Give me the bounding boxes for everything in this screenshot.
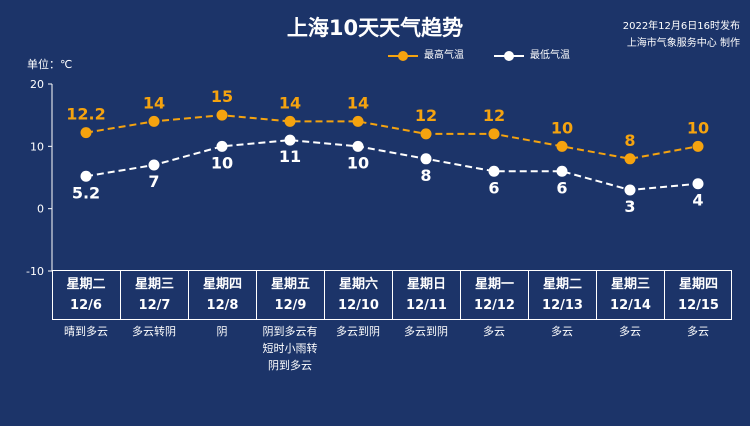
day-weekday: 星期五 bbox=[270, 277, 310, 292]
day-weather: 多云 bbox=[483, 325, 505, 338]
day-weekday: 星期四 bbox=[678, 277, 718, 292]
high-temp-label: 14 bbox=[279, 93, 301, 112]
low-temp-point bbox=[420, 153, 432, 165]
high-temp-point bbox=[352, 115, 364, 127]
legend-high-dot bbox=[398, 51, 408, 61]
high-temp-point bbox=[692, 140, 704, 152]
day-column: 星期一 12/12 bbox=[460, 271, 528, 319]
day-weather: 多云到阴 bbox=[336, 325, 380, 338]
low-temp-point bbox=[80, 170, 92, 182]
day-weekday: 星期六 bbox=[338, 277, 378, 292]
day-weekday: 星期三 bbox=[134, 277, 174, 292]
low-temp-label: 3 bbox=[624, 197, 635, 216]
day-weather: 阴到多云有 短时小雨转 阴到多云 bbox=[262, 325, 318, 372]
day-weekday: 星期一 bbox=[474, 277, 514, 292]
legend-low-label: 最低气温 bbox=[530, 50, 570, 61]
day-column: 星期四 12/8 bbox=[188, 271, 256, 319]
day-weekday: 星期四 bbox=[202, 277, 242, 292]
low-temp-label: 8 bbox=[420, 166, 431, 185]
high-temp-point bbox=[624, 153, 636, 165]
day-column: 星期三 12/14 bbox=[596, 271, 664, 319]
low-temp-point bbox=[556, 165, 568, 177]
high-temp-point bbox=[216, 109, 228, 121]
day-date: 12/7 bbox=[138, 298, 171, 313]
day-weekday: 星期日 bbox=[406, 277, 446, 292]
day-date: 12/11 bbox=[406, 298, 447, 313]
high-temp-label: 12 bbox=[483, 106, 505, 125]
low-temp-label: 10 bbox=[347, 153, 369, 172]
day-date: 12/13 bbox=[542, 298, 583, 313]
day-weather: 多云 bbox=[619, 325, 641, 338]
day-weekday: 星期三 bbox=[610, 277, 650, 292]
high-temp-point bbox=[284, 115, 296, 127]
publish-info: 2022年12月6日16时发布 上海市气象服务中心 制作 bbox=[623, 18, 740, 52]
y-tick-label: 0 bbox=[37, 203, 44, 216]
high-temp-label: 10 bbox=[687, 118, 709, 137]
publish-time: 2022年12月6日16时发布 bbox=[622, 21, 740, 32]
high-temp-label: 15 bbox=[211, 87, 233, 106]
chart-title: 上海10天天气趋势 bbox=[286, 16, 464, 40]
legend-low-dot bbox=[504, 51, 514, 61]
high-temp-point bbox=[420, 128, 432, 140]
high-temp-label: 14 bbox=[143, 93, 165, 112]
day-date: 12/8 bbox=[206, 298, 239, 313]
low-temp-label: 7 bbox=[148, 172, 159, 191]
low-temp-label: 11 bbox=[279, 147, 301, 166]
day-weather: 多云转阴 bbox=[132, 325, 176, 338]
high-temp-point bbox=[556, 140, 568, 152]
day-weather: 多云到阴 bbox=[404, 325, 448, 338]
low-temp-label: 6 bbox=[556, 178, 567, 197]
high-temp-label: 12 bbox=[415, 106, 437, 125]
day-date: 12/15 bbox=[678, 298, 719, 313]
day-date: 12/12 bbox=[474, 298, 515, 313]
date-table: 星期二 12/6 星期三 12/7 星期四 12/8 星期五 12/9 星期六 12/10 星期日 1… bbox=[52, 270, 732, 320]
high-temp-label: 8 bbox=[624, 131, 635, 150]
day-column: 星期二 12/13 bbox=[528, 271, 596, 319]
y-tick-label: 20 bbox=[30, 78, 44, 91]
low-temp-label: 6 bbox=[488, 178, 499, 197]
low-temp-point bbox=[148, 159, 160, 171]
low-temp-point bbox=[488, 165, 500, 177]
day-weather: 晴到多云 bbox=[64, 325, 108, 338]
low-temp-label: 10 bbox=[211, 153, 233, 172]
unit-label: 单位：℃ bbox=[27, 58, 73, 71]
y-tick-label: 10 bbox=[30, 140, 44, 153]
high-temp-point bbox=[488, 128, 500, 140]
low-temp-label: 5.2 bbox=[72, 183, 100, 202]
day-column: 星期五 12/9 bbox=[256, 271, 324, 319]
low-temp-point bbox=[284, 134, 296, 146]
day-column: 星期三 12/7 bbox=[120, 271, 188, 319]
day-weather: 阴 bbox=[216, 325, 228, 338]
day-column: 星期四 12/15 bbox=[664, 271, 732, 319]
y-tick-label: -10 bbox=[26, 265, 44, 278]
day-date: 12/6 bbox=[70, 298, 102, 313]
publisher: 上海市气象服务中心 制作 bbox=[626, 38, 740, 49]
day-date: 12/10 bbox=[338, 298, 379, 313]
high-temp-line bbox=[85, 114, 699, 160]
low-temp-point bbox=[352, 140, 364, 152]
day-weekday: 星期二 bbox=[66, 277, 106, 292]
day-column: 星期日 12/11 bbox=[392, 271, 460, 319]
low-temp-line bbox=[85, 139, 699, 191]
day-weather: 多云 bbox=[687, 325, 709, 338]
low-temp-label: 4 bbox=[692, 191, 703, 210]
high-temp-label: 12.2 bbox=[66, 105, 105, 124]
day-column: 星期二 12/6 bbox=[52, 271, 120, 319]
high-temp-label: 14 bbox=[347, 93, 369, 112]
high-temp-point bbox=[80, 127, 92, 139]
legend-high-label: 最高气温 bbox=[424, 50, 464, 61]
low-temp-point bbox=[216, 140, 228, 152]
low-temp-point bbox=[624, 184, 636, 196]
day-weekday: 星期二 bbox=[542, 277, 582, 292]
day-column: 星期六 12/10 bbox=[324, 271, 392, 319]
high-temp-label: 10 bbox=[551, 118, 573, 137]
high-temp-point bbox=[148, 115, 160, 127]
day-date: 12/14 bbox=[610, 298, 651, 313]
day-weather: 多云 bbox=[551, 325, 573, 338]
low-temp-point bbox=[692, 178, 704, 190]
day-date: 12/9 bbox=[274, 298, 307, 313]
